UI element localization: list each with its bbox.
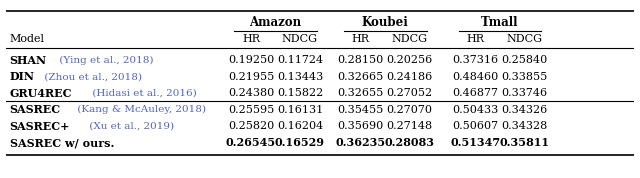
Text: 0.27148: 0.27148 [387, 121, 433, 131]
Text: (Kang & McAuley, 2018): (Kang & McAuley, 2018) [74, 105, 206, 114]
Text: 0.35811: 0.35811 [499, 137, 550, 148]
Text: SASREC w/ ours.: SASREC w/ ours. [10, 137, 114, 148]
Text: 0.46877: 0.46877 [452, 88, 499, 98]
Text: 0.27052: 0.27052 [387, 88, 433, 98]
Text: 0.51347: 0.51347 [451, 137, 500, 148]
Text: 0.15822: 0.15822 [277, 88, 323, 98]
Text: (Hidasi et al., 2016): (Hidasi et al., 2016) [88, 89, 196, 98]
Text: 0.34326: 0.34326 [501, 105, 548, 115]
Text: SASREC+: SASREC+ [10, 121, 70, 132]
Text: 0.11724: 0.11724 [277, 55, 323, 65]
Text: 0.36235: 0.36235 [336, 137, 386, 148]
Text: 0.33855: 0.33855 [501, 72, 548, 82]
Text: DIN: DIN [10, 71, 35, 82]
Text: 0.24380: 0.24380 [228, 88, 274, 98]
Text: 0.21955: 0.21955 [228, 72, 274, 82]
Text: HR: HR [352, 34, 370, 44]
Text: 0.25820: 0.25820 [228, 121, 274, 131]
Text: 0.50607: 0.50607 [452, 121, 499, 131]
Text: (Zhou et al., 2018): (Zhou et al., 2018) [41, 72, 142, 81]
Text: Model: Model [10, 34, 45, 44]
Text: 0.19250: 0.19250 [228, 55, 274, 65]
Text: Amazon: Amazon [250, 16, 301, 29]
Text: (Ying et al., 2018): (Ying et al., 2018) [56, 56, 154, 65]
Text: Koubei: Koubei [362, 16, 409, 29]
Text: 0.32665: 0.32665 [338, 72, 384, 82]
Text: 0.50433: 0.50433 [452, 105, 499, 115]
Text: 0.25595: 0.25595 [228, 105, 274, 115]
Text: SHAN: SHAN [10, 55, 47, 66]
Text: NDCG: NDCG [392, 34, 428, 44]
Text: 0.28150: 0.28150 [338, 55, 384, 65]
Text: HR: HR [467, 34, 484, 44]
Text: 0.13443: 0.13443 [277, 72, 323, 82]
Text: SASREC: SASREC [10, 104, 61, 115]
Text: NDCG: NDCG [282, 34, 318, 44]
Text: 0.35455: 0.35455 [338, 105, 384, 115]
Text: 0.25840: 0.25840 [501, 55, 548, 65]
Text: 0.37316: 0.37316 [452, 55, 499, 65]
Text: 0.27070: 0.27070 [387, 105, 433, 115]
Text: 0.24186: 0.24186 [387, 72, 433, 82]
Text: 0.16131: 0.16131 [277, 105, 323, 115]
Text: 0.16204: 0.16204 [277, 121, 323, 131]
Text: HR: HR [242, 34, 260, 44]
Text: 0.48460: 0.48460 [452, 72, 499, 82]
Text: 0.32655: 0.32655 [338, 88, 384, 98]
Text: 0.33746: 0.33746 [501, 88, 548, 98]
Text: 0.34328: 0.34328 [501, 121, 548, 131]
Text: NDCG: NDCG [506, 34, 543, 44]
Text: 0.35690: 0.35690 [338, 121, 384, 131]
Text: (Xu et al., 2019): (Xu et al., 2019) [86, 122, 174, 131]
Text: GRU4REC: GRU4REC [10, 88, 72, 99]
Text: 0.26545: 0.26545 [226, 137, 276, 148]
Text: Tmall: Tmall [481, 16, 519, 29]
Text: 0.20256: 0.20256 [387, 55, 433, 65]
Text: 0.16529: 0.16529 [275, 137, 325, 148]
Text: 0.28083: 0.28083 [385, 137, 435, 148]
